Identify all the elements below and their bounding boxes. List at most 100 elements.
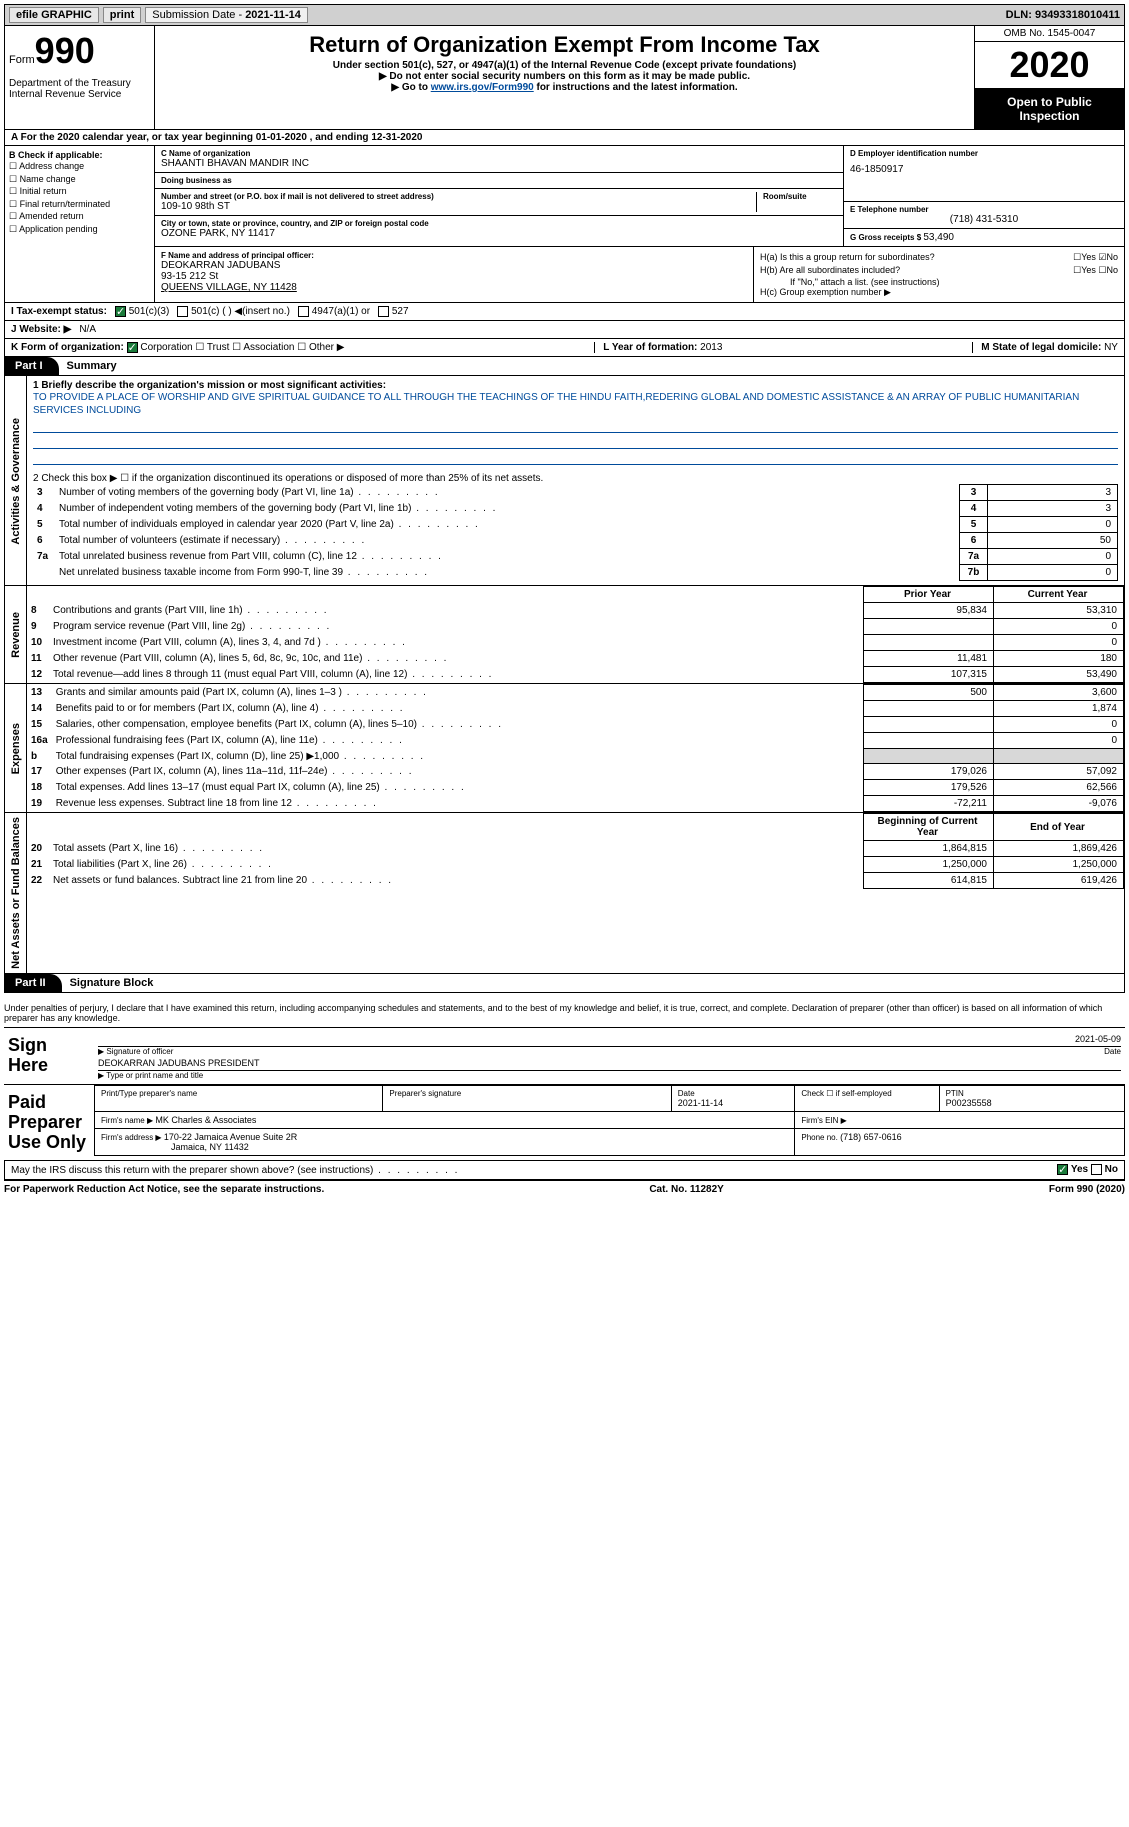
org-name: SHAANTI BHAVAN MANDIR INC [161, 158, 837, 169]
form-label: Form [9, 54, 35, 66]
prep-self-label: Check ☐ if self-employed [801, 1089, 932, 1098]
irs-no: No [1105, 1165, 1118, 1176]
phone-label: E Telephone number [850, 205, 1118, 214]
chk-4947[interactable] [298, 306, 309, 317]
city-label: City or town, state or province, country… [161, 219, 837, 228]
prep-date-label: Date [678, 1089, 789, 1098]
side-netassets: Net Assets or Fund Balances [5, 813, 27, 973]
open-inspection: Open to Public Inspection [975, 89, 1124, 129]
tax-year: 2020 [975, 42, 1124, 89]
col-c: C Name of organization SHAANTI BHAVAN MA… [155, 146, 844, 246]
dln-label: DLN: [1006, 9, 1035, 21]
chk-501c3[interactable] [115, 306, 126, 317]
part1-tab: Part I [5, 357, 59, 375]
dba-label: Doing business as [161, 176, 837, 185]
dln-value: 93493318010411 [1035, 9, 1120, 21]
dept-treasury: Department of the Treasury Internal Reve… [9, 78, 150, 100]
sig-date: 2021-05-09 [1075, 1034, 1121, 1044]
omb-number: OMB No. 1545-0047 [975, 26, 1124, 42]
hb-note: If "No," attach a list. (see instruction… [760, 277, 1118, 287]
chk-amended-return[interactable]: Amended return [9, 210, 150, 223]
chk-irs-no[interactable] [1091, 1164, 1102, 1175]
chk-application-pending[interactable]: Application pending [9, 223, 150, 236]
gov-table: 3Number of voting members of the governi… [33, 484, 1118, 581]
part2-header: Part II Signature Block [4, 974, 1125, 993]
col-b-checkboxes: B Check if applicable: Address change Na… [5, 146, 155, 302]
footer-left: For Paperwork Reduction Act Notice, see … [4, 1184, 324, 1195]
subtitle-1: Under section 501(c), 527, or 4947(a)(1)… [163, 60, 966, 71]
form-title-cell: Return of Organization Exempt From Incom… [155, 26, 974, 129]
row-a-period: A For the 2020 calendar year, or tax yea… [4, 130, 1125, 146]
q1-label: 1 Briefly describe the organization's mi… [33, 380, 386, 391]
submission-value: 2021-11-14 [245, 9, 301, 21]
hb-label: H(b) Are all subordinates included? [760, 265, 900, 276]
governance-section: Activities & Governance 1 Briefly descri… [4, 376, 1125, 586]
hdr-beg: Beginning of Current Year [864, 814, 994, 841]
room-label: Room/suite [763, 192, 837, 201]
sig-officer-label: Signature of officer [98, 1047, 173, 1056]
part1-title: Summary [59, 357, 125, 375]
sub3-post: for instructions and the latest informat… [534, 82, 738, 93]
chk-address-change[interactable]: Address change [9, 160, 150, 173]
col-b-header: B Check if applicable: [9, 150, 150, 160]
rev-table: Prior YearCurrent Year 8Contributions an… [27, 586, 1124, 683]
chk-irs-yes[interactable] [1057, 1164, 1068, 1175]
side-revenue: Revenue [5, 586, 27, 683]
org-name-label: C Name of organization [161, 149, 837, 158]
chk-final-return[interactable]: Final return/terminated [9, 198, 150, 211]
chk-corporation[interactable] [127, 342, 138, 353]
hdr-prior: Prior Year [864, 587, 994, 603]
hdr-end: End of Year [994, 814, 1124, 841]
ha-label: H(a) Is this a group return for subordin… [760, 252, 935, 263]
signature-block: Under penalties of perjury, I declare th… [4, 999, 1125, 1180]
firm-addr-label: Firm's address ▶ [101, 1133, 164, 1142]
city-value: OZONE PARK, NY 11417 [161, 228, 837, 239]
section-bcde: B Check if applicable: Address change Na… [4, 146, 1125, 303]
preparer-table: Print/Type preparer's name Preparer's si… [94, 1085, 1125, 1156]
line-i: I Tax-exempt status: 501(c)(3) 501(c) ( … [4, 303, 1125, 321]
ein-label: D Employer identification number [850, 149, 1118, 158]
print-button[interactable]: print [103, 7, 141, 23]
chk-527[interactable] [378, 306, 389, 317]
line-j: J Website: ▶ N/A [4, 321, 1125, 339]
chk-initial-return[interactable]: Initial return [9, 185, 150, 198]
ha-value: ☐Yes ☑No [1073, 252, 1118, 263]
street-value: 109-10 98th ST [161, 201, 750, 212]
opt-501c3: 501(c)(3) [129, 306, 170, 317]
firm-phone-label: Phone no. [801, 1133, 840, 1142]
firm-addr1: 170-22 Jamaica Avenue Suite 2R [164, 1132, 297, 1142]
form-header: Form990 Department of the Treasury Inter… [4, 26, 1125, 130]
side-expenses: Expenses [5, 684, 27, 812]
footer-mid: Cat. No. 11282Y [649, 1184, 723, 1195]
officer-printed-label: Type or print name and title [98, 1071, 1121, 1080]
footer: For Paperwork Reduction Act Notice, see … [4, 1180, 1125, 1198]
officer-name: DEOKARRAN JADUBANS [161, 260, 747, 271]
year-formation: 2013 [700, 342, 722, 353]
line-k-opts: Corporation ☐ Trust ☐ Association ☐ Othe… [140, 342, 344, 353]
chk-501c[interactable] [177, 306, 188, 317]
irs-link[interactable]: www.irs.gov/Form990 [431, 82, 534, 93]
col-cde: C Name of organization SHAANTI BHAVAN MA… [155, 146, 1124, 302]
domicile: NY [1104, 342, 1118, 353]
firm-name-label: Firm's name ▶ [101, 1116, 155, 1125]
sig-date-label: Date [1104, 1047, 1121, 1056]
firm-addr2: Jamaica, NY 11432 [101, 1142, 249, 1152]
hdr-curr: Current Year [994, 587, 1124, 603]
prep-date: 2021-11-14 [678, 1098, 789, 1108]
may-irs-text: May the IRS discuss this return with the… [11, 1165, 459, 1176]
mission-text: TO PROVIDE A PLACE OF WORSHIP AND GIVE S… [33, 391, 1118, 417]
hc-label: H(c) Group exemption number ▶ [760, 287, 1118, 298]
subtitle-2: ▶ Do not enter social security numbers o… [163, 71, 966, 82]
netassets-section: Net Assets or Fund Balances Beginning of… [4, 813, 1125, 974]
form-number-cell: Form990 Department of the Treasury Inter… [5, 26, 155, 129]
part1-header: Part I Summary [4, 357, 1125, 376]
mission-line [33, 419, 1118, 433]
line-i-label: I Tax-exempt status: [11, 306, 107, 317]
opt-4947: 4947(a)(1) or [312, 306, 370, 317]
col-de: D Employer identification number 46-1850… [844, 146, 1124, 246]
chk-name-change[interactable]: Name change [9, 173, 150, 186]
efile-button[interactable]: efile GRAPHIC [9, 7, 99, 23]
q2-text: 2 Check this box ▶ ☐ if the organization… [33, 473, 1118, 484]
year-cell: OMB No. 1545-0047 2020 Open to Public In… [974, 26, 1124, 129]
opt-527: 527 [392, 306, 409, 317]
